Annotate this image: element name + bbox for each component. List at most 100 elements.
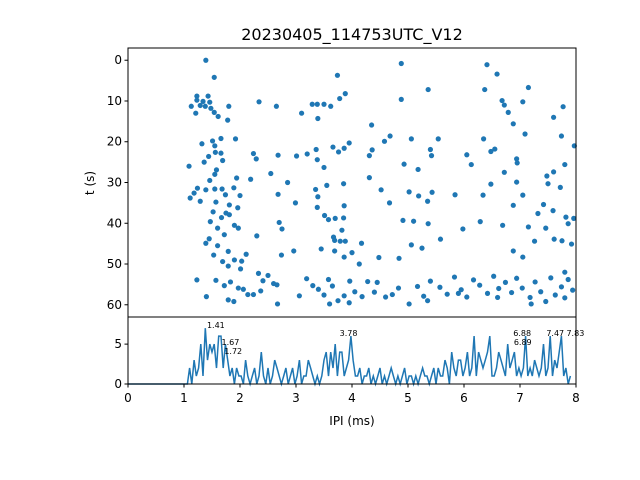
scatter-point: [237, 266, 244, 272]
scatter-point: [501, 102, 507, 108]
scatter-point: [408, 136, 414, 142]
scatter-point: [321, 164, 327, 171]
scatter-point: [406, 189, 412, 195]
scatter-point: [387, 133, 393, 139]
scatter-point: [337, 238, 343, 244]
scatter-point: [525, 224, 532, 230]
scatter-point: [188, 103, 194, 109]
scatter-point: [191, 190, 197, 196]
y-tick-label-top: 40: [107, 216, 122, 230]
scatter-point: [199, 141, 205, 147]
scatter-point: [505, 109, 511, 115]
scatter-point: [321, 101, 327, 107]
scatter-point: [273, 103, 279, 109]
scatter-point: [265, 272, 271, 279]
scatter-point: [477, 219, 483, 225]
scatter-point: [329, 283, 335, 289]
scatter-point: [324, 182, 330, 188]
scatter-point: [341, 293, 347, 299]
scatter-point: [455, 290, 461, 296]
scatter-point: [341, 254, 347, 260]
scatter-point: [532, 279, 538, 285]
scatter-point: [218, 214, 225, 221]
scatter-point: [215, 225, 221, 231]
scatter-point: [376, 254, 382, 261]
scatter-point: [425, 298, 431, 304]
scatter-point: [510, 248, 516, 254]
scatter-point: [186, 163, 192, 169]
scatter-point: [235, 205, 241, 211]
scatter-point: [321, 212, 328, 219]
scatter-point: [240, 286, 246, 292]
scatter-point: [349, 250, 355, 256]
scatter-point: [356, 261, 362, 267]
scatter-point: [197, 198, 203, 204]
scatter-point: [396, 255, 402, 261]
scatter-point: [358, 240, 365, 246]
scatter-point: [194, 97, 200, 103]
scatter-point: [212, 143, 218, 149]
scatter-point: [571, 215, 577, 221]
scatter-point: [275, 152, 281, 158]
scatter-point: [339, 227, 345, 233]
scatter-point: [509, 289, 515, 296]
scatter-point: [219, 186, 225, 192]
scatter-point: [381, 138, 388, 144]
x-tick-label: 5: [404, 391, 412, 405]
scatter-point: [226, 103, 232, 109]
scatter-point: [565, 276, 571, 283]
scatter-point: [488, 181, 494, 187]
scatter-point: [210, 209, 216, 215]
scatter-point: [460, 226, 466, 232]
scatter-point: [563, 214, 569, 220]
scatter-point: [227, 279, 234, 285]
scatter-point: [341, 203, 347, 209]
scatter-point: [211, 109, 217, 115]
scatter-point: [514, 179, 520, 185]
scatter-point: [383, 294, 389, 300]
scatter-point: [231, 185, 237, 191]
scatter-point: [292, 200, 299, 206]
scatter-point: [235, 285, 241, 291]
scatter-point: [314, 101, 320, 107]
scatter-point: [421, 293, 427, 299]
scatter-point: [552, 292, 558, 298]
scatter-point: [435, 136, 441, 142]
scatter-point: [500, 222, 506, 228]
annotation-label: 1.72: [224, 347, 242, 356]
scatter-point: [514, 156, 520, 162]
scatter-point: [488, 148, 494, 155]
scatter-point: [209, 138, 216, 144]
scatter-point: [482, 86, 488, 93]
scatter-point: [274, 282, 280, 288]
scatter-point: [425, 86, 431, 93]
x-tick-label: 0: [124, 391, 132, 405]
scatter-point: [458, 287, 464, 293]
scatter-point: [328, 103, 334, 109]
scatter-point: [202, 103, 208, 109]
scatter-point: [386, 200, 393, 206]
scatter-point: [559, 238, 565, 244]
scatter-point: [239, 258, 245, 264]
scatter-point: [548, 275, 554, 281]
scatter-point: [342, 91, 348, 97]
histogram-line: [128, 328, 572, 387]
scatter-point: [557, 184, 563, 190]
scatter-point: [206, 153, 212, 160]
scatter-point: [560, 104, 566, 110]
scatter-point: [427, 278, 433, 284]
scatter-point: [314, 204, 320, 210]
scatter-point: [334, 72, 341, 78]
scatter-point: [551, 236, 557, 242]
scatter-point: [531, 238, 538, 244]
scatter-point: [398, 60, 404, 67]
scatter-point: [253, 156, 259, 162]
scatter-point: [528, 301, 534, 307]
scatter-point: [544, 173, 550, 179]
scatter-point: [411, 218, 417, 224]
scatter-point: [250, 291, 257, 298]
y-tick-label-bottom: 0: [114, 377, 122, 391]
scatter-point: [313, 146, 319, 153]
scatter-point: [243, 251, 249, 257]
scatter-point: [220, 157, 226, 164]
